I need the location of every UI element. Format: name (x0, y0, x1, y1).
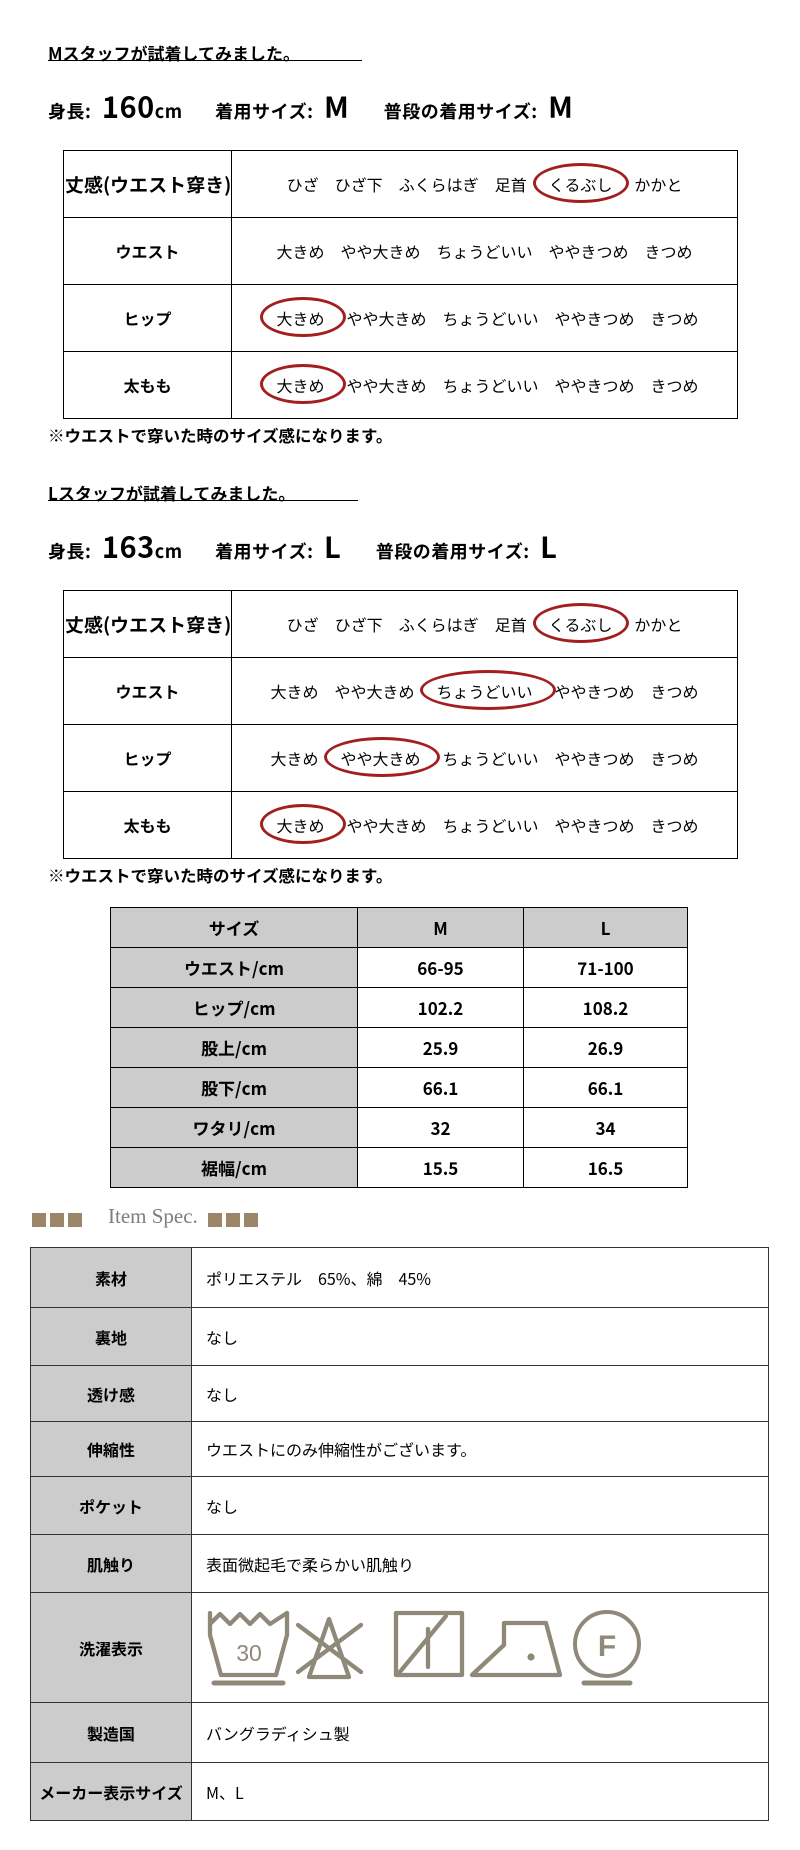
svg-text:F: F (598, 1630, 616, 1663)
svg-text:30: 30 (236, 1640, 262, 1666)
